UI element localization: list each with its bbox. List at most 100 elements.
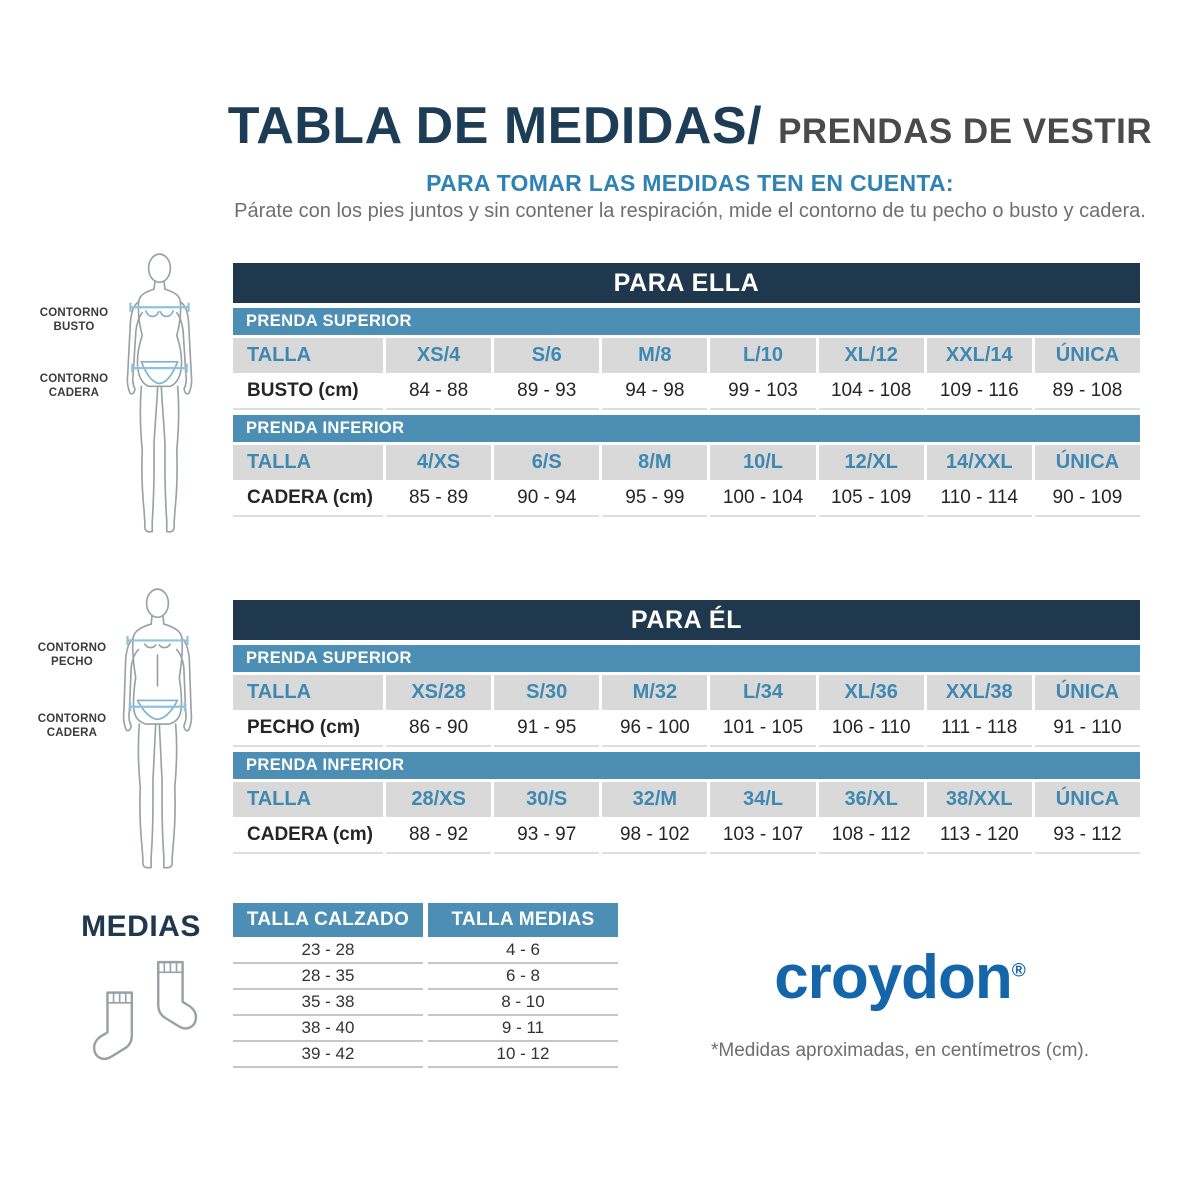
female-figure-illustration xyxy=(126,253,193,533)
medias-row: 35 - 38 8 - 10 xyxy=(233,990,618,1016)
size-cell: 36/XL xyxy=(818,782,924,817)
label-contorno-cadera-female: CONTORNO CADERA xyxy=(39,373,109,400)
instructions-heading: PARA TOMAR LAS MEDIDAS TEN EN CUENTA: xyxy=(426,170,954,196)
page-title-sub: PRENDAS DE VESTIR xyxy=(778,112,1153,151)
size-cell: 38/XXL xyxy=(926,782,1032,817)
measure-value-cell: 111 - 118 xyxy=(926,710,1032,747)
medias-header-row: TALLA CALZADO TALLA MEDIAS xyxy=(233,903,618,937)
measure-value-cell: 98 - 102 xyxy=(602,817,708,854)
socks-icon xyxy=(92,960,198,1060)
measure-value-cell: 93 - 97 xyxy=(494,817,600,854)
size-cell: XL/12 xyxy=(818,338,924,373)
size-cell: XS/4 xyxy=(386,338,492,373)
size-cell: 6/S xyxy=(494,445,600,480)
size-cell: 32/M xyxy=(602,782,708,817)
footnote: *Medidas aproximadas, en centímetros (cm… xyxy=(710,1040,1090,1061)
measure-value-cell: 109 - 116 xyxy=(926,373,1032,410)
measure-row: BUSTO (cm) 84 - 88 89 - 93 94 - 98 99 - 103 1… xyxy=(233,373,1140,410)
brand-logo: croydon® xyxy=(700,942,1100,1013)
size-row: TALLA 4/XS 6/S 8/M 10/L 12/XL 14/XXL ÚNICA xyxy=(233,445,1140,480)
size-cell: XS/28 xyxy=(386,675,492,710)
size-cell: ÚNICA xyxy=(1034,338,1140,373)
table-para-el: PARA ÉL PRENDA SUPERIOR TALLA XS/28 S/30 M/32… xyxy=(233,600,1140,858)
size-row: TALLA 28/XS 30/S 32/M 34/L 36/XL 38/XXL ÚNICA xyxy=(233,782,1140,817)
measure-value-cell: 108 - 112 xyxy=(818,817,924,854)
size-cell: 8/M xyxy=(602,445,708,480)
size-row-label: TALLA xyxy=(233,675,383,710)
medias-value-cell: 4 - 6 xyxy=(428,938,618,964)
measure-value-cell: 91 - 95 xyxy=(494,710,600,747)
measure-row-label: CADERA (cm) xyxy=(233,480,383,517)
medias-value-cell: 23 - 28 xyxy=(233,938,423,964)
female-measure-lines xyxy=(129,302,190,373)
table-title: PARA ELLA xyxy=(233,263,1140,303)
measure-value-cell: 113 - 120 xyxy=(926,817,1032,854)
medias-row: 38 - 40 9 - 11 xyxy=(233,1016,618,1042)
measure-row-label: BUSTO (cm) xyxy=(233,373,383,410)
label-contorno-pecho: CONTORNO PECHO xyxy=(37,642,107,669)
registered-mark: ® xyxy=(1011,960,1026,982)
measure-value-cell: 106 - 110 xyxy=(818,710,924,747)
size-cell: XXL/14 xyxy=(926,338,1032,373)
medias-value-cell: 10 - 12 xyxy=(428,1042,618,1068)
size-cell: L/34 xyxy=(710,675,816,710)
brand-name: croydon xyxy=(774,943,1013,1012)
medias-row: 28 - 35 6 - 8 xyxy=(233,964,618,990)
table-medias: TALLA CALZADO TALLA MEDIAS 23 - 28 4 - 6 28 … xyxy=(233,903,618,1068)
measure-value-cell: 89 - 93 xyxy=(494,373,600,410)
medias-header-cell: TALLA CALZADO xyxy=(233,903,423,937)
section-label: PRENDA SUPERIOR xyxy=(233,645,1140,672)
size-cell: XL/36 xyxy=(818,675,924,710)
size-row-label: TALLA xyxy=(233,445,383,480)
medias-value-cell: 9 - 11 xyxy=(428,1016,618,1042)
measure-value-cell: 85 - 89 xyxy=(386,480,492,517)
section-label: PRENDA INFERIOR xyxy=(233,415,1140,442)
size-cell: 4/XS xyxy=(386,445,492,480)
size-cell: 10/L xyxy=(710,445,816,480)
measure-value-cell: 99 - 103 xyxy=(710,373,816,410)
size-row: TALLA XS/4 S/6 M/8 L/10 XL/12 XXL/14 ÚNICA xyxy=(233,338,1140,373)
medias-value-cell: 6 - 8 xyxy=(428,964,618,990)
label-contorno-busto: CONTORNO BUSTO xyxy=(39,307,109,334)
measure-row: PECHO (cm) 86 - 90 91 - 95 96 - 100 101 - 10… xyxy=(233,710,1140,747)
medias-row: 39 - 42 10 - 12 xyxy=(233,1042,618,1068)
page-title: TABLA DE MEDIDAS/ PRENDAS DE VESTIR xyxy=(180,96,1200,156)
measure-value-cell: 93 - 112 xyxy=(1034,817,1140,854)
measure-row-label: CADERA (cm) xyxy=(233,817,383,854)
measure-value-cell: 90 - 109 xyxy=(1034,480,1140,517)
measure-value-cell: 90 - 94 xyxy=(494,480,600,517)
size-cell: 30/S xyxy=(494,782,600,817)
instructions-text: Párate con los pies juntos y sin contene… xyxy=(234,200,1146,222)
medias-value-cell: 35 - 38 xyxy=(233,990,423,1016)
measure-value-cell: 84 - 88 xyxy=(386,373,492,410)
size-cell: ÚNICA xyxy=(1034,675,1140,710)
measure-value-cell: 88 - 92 xyxy=(386,817,492,854)
medias-row: 23 - 28 4 - 6 xyxy=(233,938,618,964)
size-cell: 34/L xyxy=(710,782,816,817)
measure-value-cell: 94 - 98 xyxy=(602,373,708,410)
size-cell: S/30 xyxy=(494,675,600,710)
size-cell: XXL/38 xyxy=(926,675,1032,710)
size-cell: 14/XXL xyxy=(926,445,1032,480)
section-label: PRENDA INFERIOR xyxy=(233,752,1140,779)
label-contorno-cadera-male: CONTORNO CADERA xyxy=(37,713,107,740)
measure-value-cell: 96 - 100 xyxy=(602,710,708,747)
measure-value-cell: 95 - 99 xyxy=(602,480,708,517)
measure-value-cell: 105 - 109 xyxy=(818,480,924,517)
section-label: PRENDA SUPERIOR xyxy=(233,308,1140,335)
male-figure-illustration xyxy=(122,588,193,869)
size-cell: M/8 xyxy=(602,338,708,373)
measure-value-cell: 101 - 105 xyxy=(710,710,816,747)
size-cell: ÚNICA xyxy=(1034,782,1140,817)
measure-value-cell: 100 - 104 xyxy=(710,480,816,517)
measure-value-cell: 103 - 107 xyxy=(710,817,816,854)
medias-heading: MEDIAS xyxy=(81,910,201,943)
measure-row: CADERA (cm) 85 - 89 90 - 94 95 - 99 100 - 10… xyxy=(233,480,1140,517)
size-cell: 28/XS xyxy=(386,782,492,817)
measure-value-cell: 91 - 110 xyxy=(1034,710,1140,747)
measure-value-cell: 89 - 108 xyxy=(1034,373,1140,410)
size-cell: M/32 xyxy=(602,675,708,710)
size-cell: S/6 xyxy=(494,338,600,373)
size-row-label: TALLA xyxy=(233,782,383,817)
measure-value-cell: 86 - 90 xyxy=(386,710,492,747)
